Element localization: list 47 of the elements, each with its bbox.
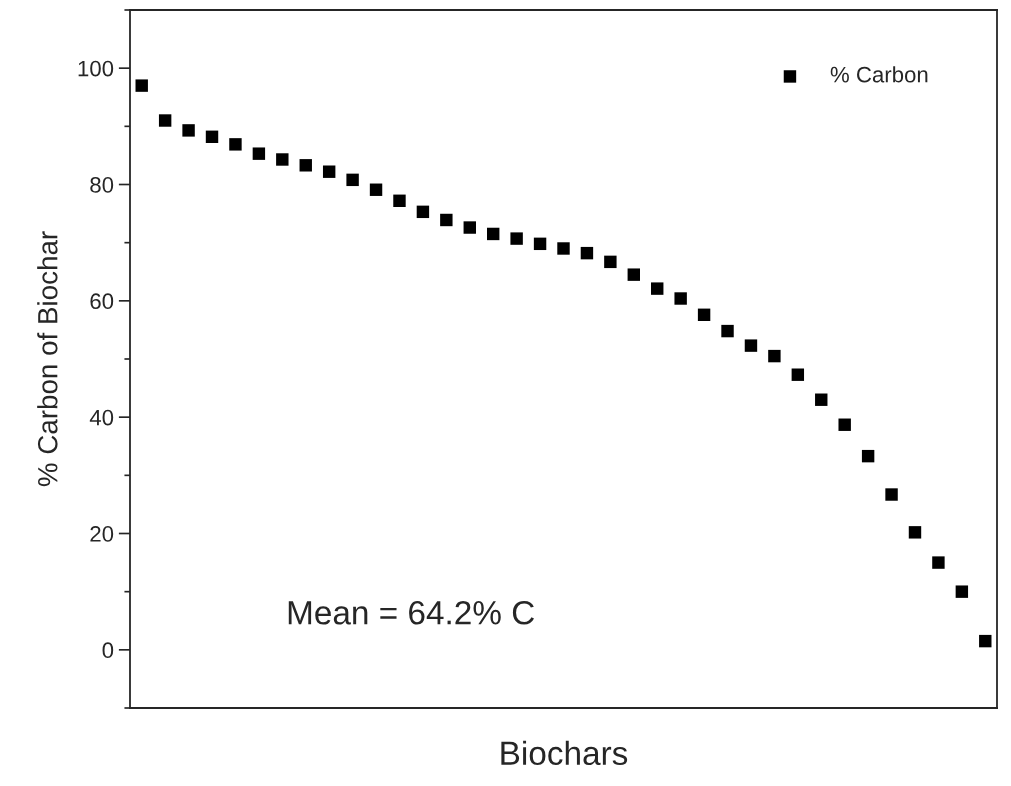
point [416, 205, 430, 219]
point [744, 339, 758, 352]
point [815, 393, 828, 406]
point [252, 147, 266, 160]
point [674, 292, 687, 305]
point [369, 183, 383, 196]
point [580, 246, 594, 260]
point [182, 124, 195, 137]
point [932, 556, 945, 569]
point [533, 237, 547, 251]
point [510, 232, 523, 245]
point [346, 173, 359, 187]
y-tick-label: 40 [89, 409, 114, 426]
point [299, 159, 312, 172]
annotation: Mean = 64.2% C [288, 600, 535, 625]
point [322, 165, 336, 178]
point [440, 213, 453, 227]
point [627, 268, 641, 281]
point [768, 349, 781, 363]
y-tick-label: 80 [90, 177, 114, 193]
point [908, 526, 922, 539]
y-tick-label: 100 [78, 60, 114, 77]
y-tick-label: 60 [90, 293, 114, 310]
point [651, 282, 664, 295]
point [486, 227, 500, 241]
point [861, 449, 875, 463]
point [721, 324, 734, 338]
point [979, 634, 992, 648]
point [205, 130, 219, 144]
y-tick-label: 20 [90, 526, 114, 542]
point [791, 368, 805, 381]
point [135, 79, 148, 92]
point [885, 488, 898, 501]
y-tick-label: 0 [102, 642, 114, 659]
point [604, 255, 617, 269]
point [229, 138, 242, 151]
legend-label: % Carbon [830, 66, 928, 83]
point [838, 418, 851, 431]
point [393, 194, 406, 207]
x-axis-title: Biochars [501, 740, 628, 766]
point [557, 242, 570, 255]
point [276, 153, 289, 166]
point [463, 221, 476, 234]
point [697, 308, 711, 321]
y-axis-title: % Carbon of Biochar [37, 231, 58, 487]
point [955, 585, 969, 598]
point [158, 114, 172, 127]
